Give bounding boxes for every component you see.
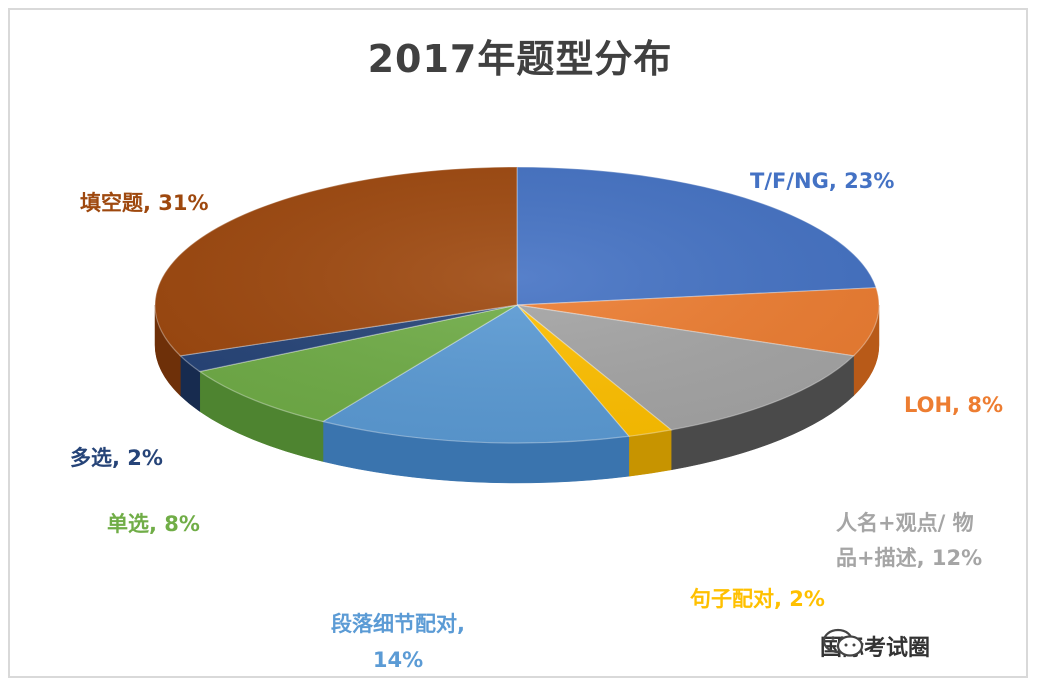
- data-label-7: 填空题, 31%: [80, 191, 209, 215]
- data-label-6: 多选, 2%: [70, 446, 163, 470]
- pie-top-shade: [155, 167, 879, 443]
- pie-side-3: [628, 429, 672, 477]
- data-label-4: 段落细节配对, 14%: [331, 612, 465, 672]
- chart-title: 2017年题型分布: [367, 37, 673, 81]
- pie-slices: [154, 166, 880, 444]
- data-label-0: T/F/NG, 23%: [750, 169, 894, 193]
- data-label-5: 单选, 8%: [107, 512, 200, 536]
- data-label-2: 人名+观点/ 物品+描述, 12%: [836, 511, 982, 570]
- wechat-icon: [822, 628, 864, 657]
- watermark: 国际考试圈: [820, 626, 930, 666]
- data-label-1: LOH, 8%: [904, 393, 1003, 417]
- pie-labels: T/F/NG, 23% LOH, 8% 人名+观点/ 物品+描述, 12% 句子配对,…: [70, 169, 1003, 672]
- data-label-3: 句子配对, 2%: [690, 587, 825, 611]
